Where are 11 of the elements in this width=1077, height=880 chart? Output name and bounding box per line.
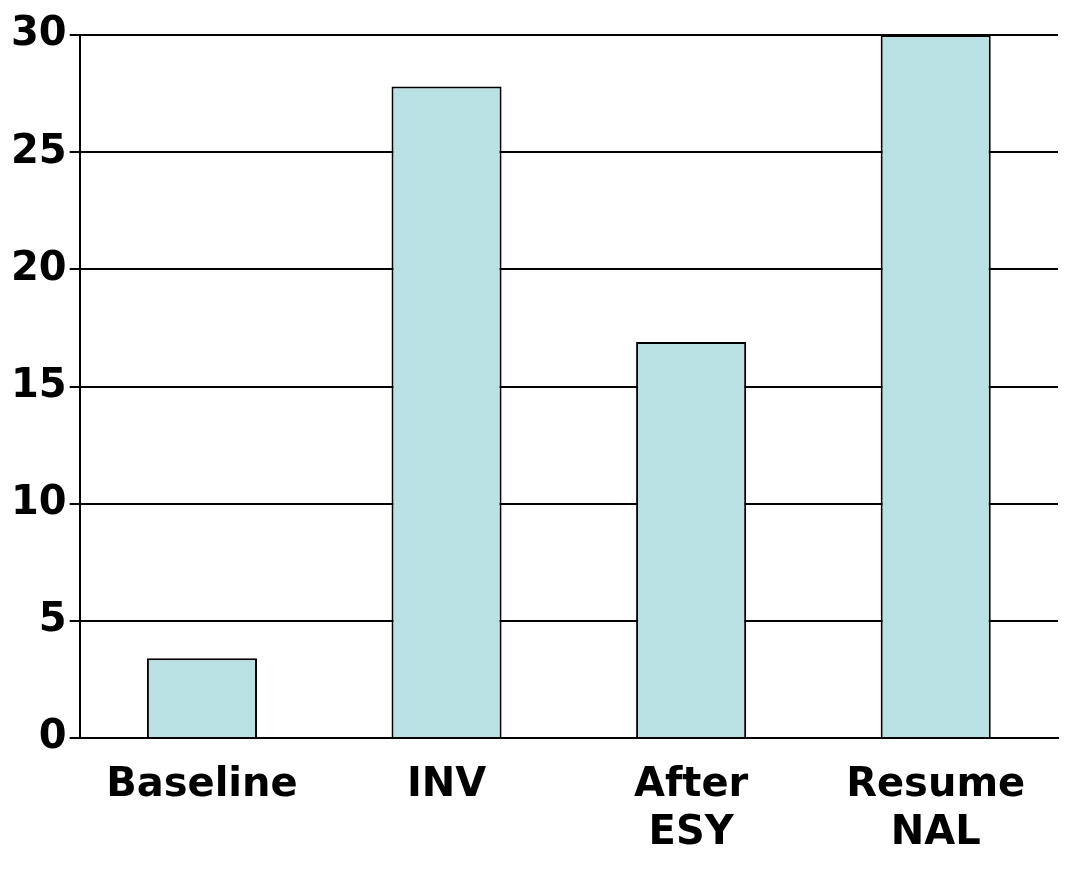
- y-tick-label: 30: [10, 8, 67, 55]
- y-tick-label: 15: [10, 359, 67, 406]
- x-tick-label: Baseline: [106, 759, 298, 806]
- x-tick-label: Resume NAL: [846, 759, 1026, 854]
- y-tick-label: 10: [10, 477, 67, 524]
- y-tick-label: 25: [10, 125, 67, 172]
- x-tick-label: After ESY: [633, 759, 749, 854]
- y-tick-label: 20: [10, 242, 67, 289]
- y-tick-label: 0: [38, 711, 67, 758]
- x-tick-label: INV: [406, 759, 487, 806]
- y-tick-label: 5: [38, 594, 67, 641]
